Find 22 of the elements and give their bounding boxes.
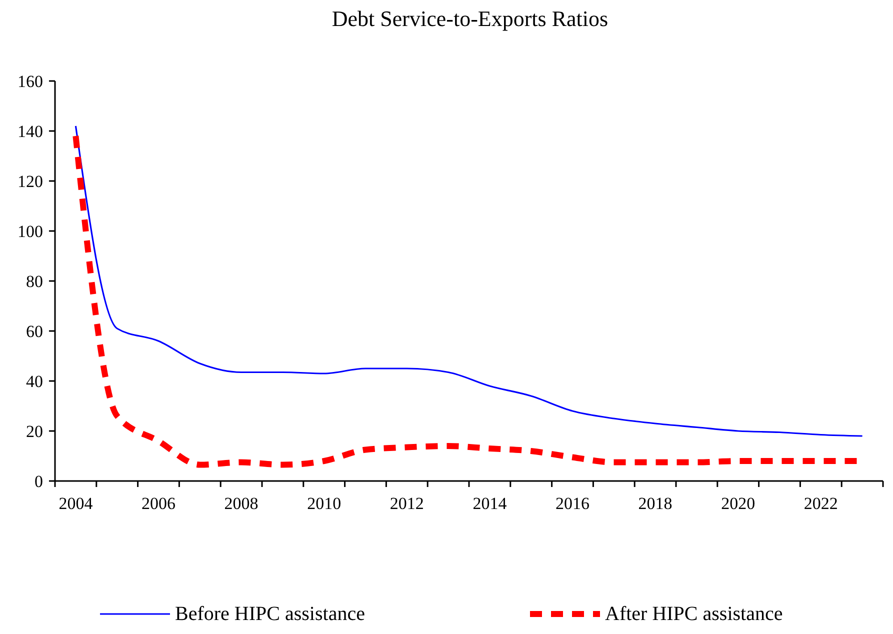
y-tick-label: 40: [26, 372, 43, 391]
chart-title: Debt Service-to-Exports Ratios: [332, 6, 608, 31]
x-tick-label: 2020: [721, 494, 756, 513]
x-tick-label: 2004: [58, 494, 94, 513]
y-tick-label: 100: [18, 222, 43, 241]
y-tick-label: 20: [26, 422, 43, 441]
y-tick-label: 160: [18, 72, 43, 91]
x-tick-label: 2022: [804, 494, 838, 513]
legend-label: Before HIPC assistance: [175, 603, 366, 625]
y-tick-label: 120: [18, 172, 43, 191]
x-tick-label: 2006: [142, 494, 176, 513]
y-tick-label: 0: [34, 472, 43, 491]
x-tick-label: 2008: [224, 494, 258, 513]
y-tick-label: 140: [18, 122, 43, 141]
y-tick-label: 80: [26, 272, 43, 291]
x-tick-label: 2016: [556, 494, 590, 513]
x-tick-label: 2018: [638, 494, 672, 513]
y-tick-label: 60: [26, 322, 43, 341]
legend-label: After HIPC assistance: [605, 603, 783, 625]
x-tick-label: 2012: [390, 494, 424, 513]
x-tick-label: 2014: [472, 494, 508, 513]
x-tick-label: 2010: [307, 494, 342, 513]
